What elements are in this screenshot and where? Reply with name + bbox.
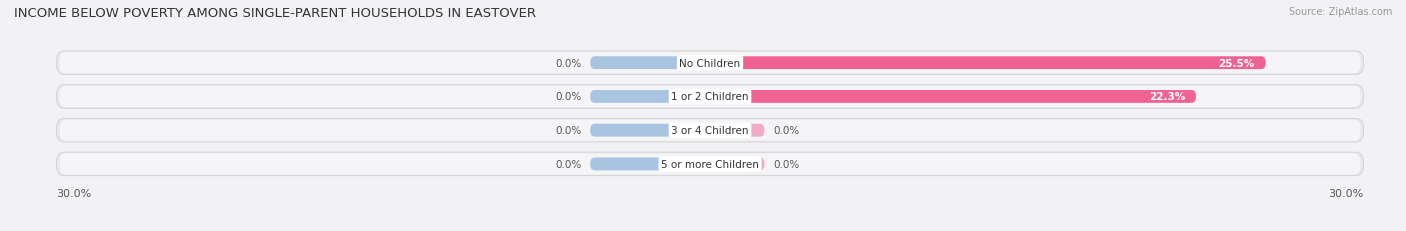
FancyBboxPatch shape xyxy=(59,154,1361,175)
Text: 0.0%: 0.0% xyxy=(773,126,800,136)
FancyBboxPatch shape xyxy=(56,152,1364,176)
FancyBboxPatch shape xyxy=(56,85,1364,109)
Text: 0.0%: 0.0% xyxy=(555,159,582,169)
FancyBboxPatch shape xyxy=(56,119,1364,142)
Text: 0.0%: 0.0% xyxy=(555,126,582,136)
FancyBboxPatch shape xyxy=(56,52,1364,75)
Text: INCOME BELOW POVERTY AMONG SINGLE-PARENT HOUSEHOLDS IN EASTOVER: INCOME BELOW POVERTY AMONG SINGLE-PARENT… xyxy=(14,7,536,20)
FancyBboxPatch shape xyxy=(591,158,710,171)
Text: 5 or more Children: 5 or more Children xyxy=(661,159,759,169)
Text: 30.0%: 30.0% xyxy=(56,188,91,198)
Text: 22.3%: 22.3% xyxy=(1149,92,1185,102)
Text: 0.0%: 0.0% xyxy=(555,58,582,68)
Text: 30.0%: 30.0% xyxy=(1329,188,1364,198)
FancyBboxPatch shape xyxy=(59,53,1361,74)
Text: 0.0%: 0.0% xyxy=(555,92,582,102)
FancyBboxPatch shape xyxy=(710,57,1265,70)
Text: 0.0%: 0.0% xyxy=(773,159,800,169)
Text: Source: ZipAtlas.com: Source: ZipAtlas.com xyxy=(1288,7,1392,17)
FancyBboxPatch shape xyxy=(710,158,765,171)
FancyBboxPatch shape xyxy=(591,91,710,103)
Text: No Children: No Children xyxy=(679,58,741,68)
FancyBboxPatch shape xyxy=(59,120,1361,141)
Text: 25.5%: 25.5% xyxy=(1219,58,1256,68)
FancyBboxPatch shape xyxy=(591,57,710,70)
FancyBboxPatch shape xyxy=(710,91,1197,103)
Text: 3 or 4 Children: 3 or 4 Children xyxy=(671,126,749,136)
FancyBboxPatch shape xyxy=(59,87,1361,107)
FancyBboxPatch shape xyxy=(591,124,710,137)
Text: 1 or 2 Children: 1 or 2 Children xyxy=(671,92,749,102)
FancyBboxPatch shape xyxy=(710,124,765,137)
